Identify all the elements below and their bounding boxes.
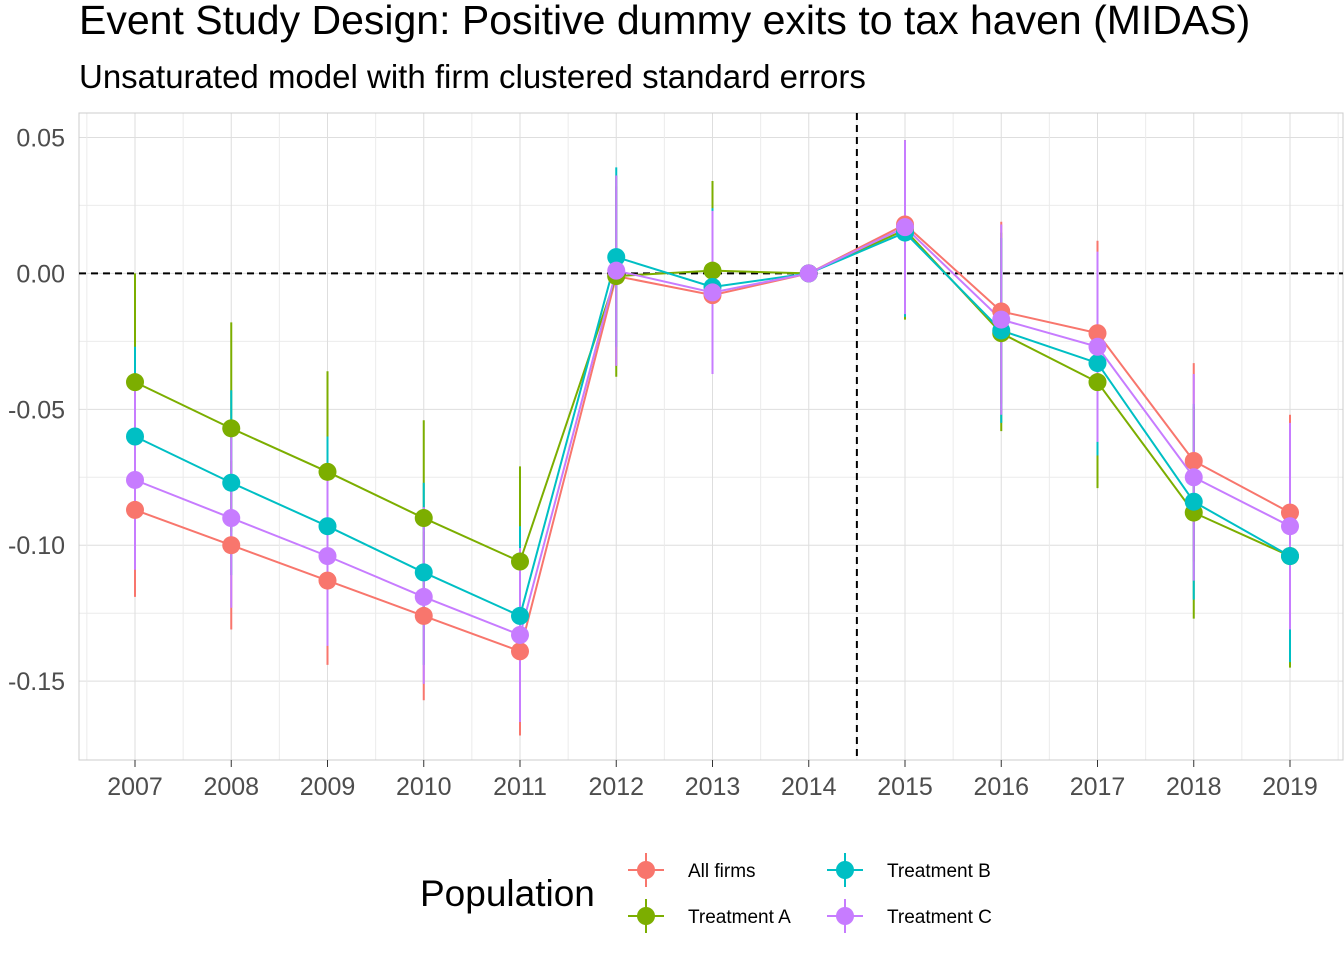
x-tick-label: 2013 [685,773,741,801]
legend-label: Treatment A [688,907,791,928]
x-tick-label: 2019 [1262,773,1318,801]
data-point [1184,468,1203,487]
data-point [511,642,529,661]
y-tick-label: -0.05 [8,396,65,424]
legend-key-point [836,907,854,925]
data-point [414,563,433,582]
x-tick-label: 2015 [877,773,933,801]
data-point [1281,503,1299,522]
y-tick-label: -0.15 [8,668,65,696]
legend-key-point [836,861,854,879]
data-point [126,373,144,392]
data-point [703,283,722,302]
data-point [318,571,337,590]
grid [79,113,1343,760]
data-point [703,261,722,280]
data-point [1281,547,1299,566]
reference-lines [79,113,1343,760]
axes: 0.05 0.00 -0.05 -0.10 -0.15 2007 2008 2009 2010 2… [8,124,1318,801]
data-point [607,248,626,267]
data-point [222,536,241,555]
legend-label: All firms [688,861,756,882]
y-tick-label: 0.05 [16,124,65,152]
legend-key-point [637,861,655,879]
data-point [222,419,241,438]
data-point [1088,337,1107,356]
data-point [1281,517,1299,536]
data-point [511,606,529,625]
x-tick-label: 2012 [588,773,644,801]
data-point [799,264,818,283]
y-tick-label: 0.00 [16,260,65,288]
legend-title: Population [420,873,595,914]
data-point [1088,324,1107,343]
data-point [511,625,529,644]
data-point [126,470,144,489]
data-point [126,427,144,446]
data-point [896,218,914,237]
data-point [1184,451,1203,470]
x-tick-label: 2007 [107,773,163,801]
data-point [222,509,241,528]
plot-panel-border [78,112,1344,761]
data-point [1088,354,1107,373]
x-tick-label: 2010 [396,773,452,801]
data-point [126,500,144,519]
chart-subtitle: Unsaturated model with firm clustered st… [79,58,866,95]
data-point [414,606,433,625]
x-tick-label: 2009 [300,773,356,801]
data-point [1184,492,1203,511]
x-tick-label: 2018 [1166,773,1222,801]
chart-title: Event Study Design: Positive dummy exits… [79,0,1251,43]
series-group [126,140,1299,736]
legend-label: Treatment C [887,907,992,928]
legend-key-point [637,907,655,925]
data-point [1088,373,1107,392]
legend-label: Treatment B [887,861,991,882]
x-tick-label: 2017 [1070,773,1126,801]
x-tick-label: 2011 [493,773,547,801]
data-point [511,552,529,571]
data-point [992,310,1011,329]
y-tick-label: -0.10 [8,532,65,560]
x-tick-label: 2014 [781,773,837,801]
data-point [607,261,626,280]
data-point [318,462,337,481]
data-point [318,517,337,536]
x-tick-label: 2016 [973,773,1029,801]
data-point [318,547,337,566]
data-point [414,509,433,528]
legend: Population All firms Treatment A Treatment… [420,853,992,933]
data-point [414,587,433,606]
data-point [222,473,241,492]
x-tick-label: 2008 [203,773,259,801]
